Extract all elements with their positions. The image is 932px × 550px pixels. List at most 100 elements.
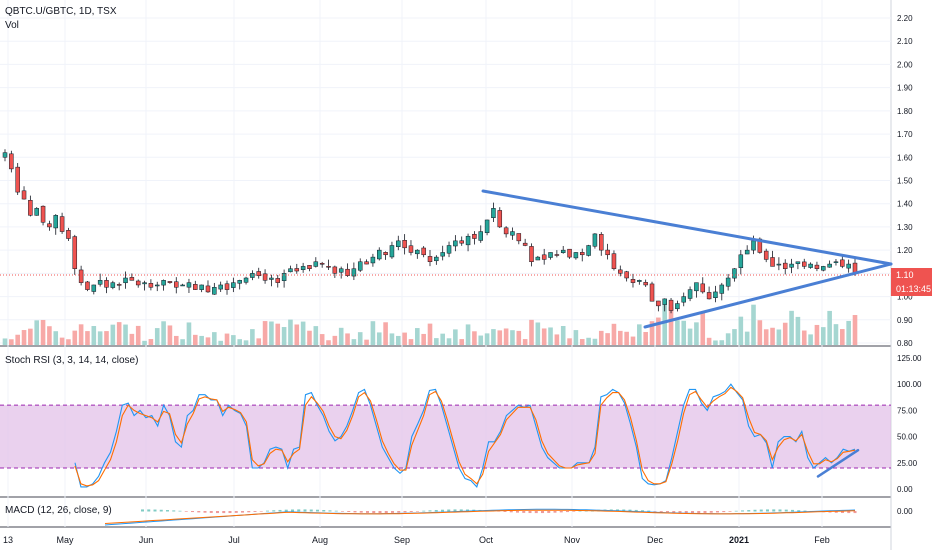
- candle-body: [840, 259, 845, 267]
- macd-label[interactable]: MACD (12, 26, close, 9): [5, 505, 112, 516]
- volume-bar: [706, 337, 712, 345]
- candle-body: [732, 268, 737, 279]
- stoch-rsi-pane[interactable]: [0, 383, 891, 488]
- candle-body: [586, 245, 591, 256]
- last-price-tag: 1.10: [891, 268, 932, 282]
- macd-histogram-bar: [753, 509, 757, 512]
- macd-pane[interactable]: [104, 508, 857, 526]
- volume-bar: [675, 320, 680, 345]
- macd-histogram-bar: [422, 510, 426, 512]
- price-axis-tick-label: 1.80: [897, 107, 913, 116]
- macd-histogram-bar: [703, 511, 707, 513]
- stoch-rsi-label[interactable]: Stoch RSI (3, 3, 14, 14, close): [5, 355, 139, 366]
- stoch-rsi-axis[interactable]: 125.00 100.00 75.00 50.00 25.00 0.00: [897, 354, 922, 494]
- price-axis-tick-label: 1.90: [897, 84, 913, 93]
- volume-bar: [294, 324, 300, 345]
- candle-body: [154, 284, 160, 287]
- volume-bar: [434, 338, 439, 345]
- candlestick-series[interactable]: [2, 149, 858, 314]
- macd-histogram-bar: [309, 509, 313, 512]
- candle-body: [744, 249, 750, 255]
- macd-histogram-bar: [628, 509, 632, 512]
- stoch-rsi-axis-tick-label: 50.00: [897, 433, 918, 442]
- macd-histogram-bar: [784, 509, 788, 512]
- candle-body: [91, 284, 97, 292]
- volume-bar: [408, 339, 414, 345]
- macd-histogram-bar: [222, 511, 226, 514]
- candle-body: [713, 291, 718, 298]
- volume-bar: [770, 327, 775, 345]
- price-axis-tick-label: 2.00: [897, 60, 913, 69]
- candle-body: [364, 261, 369, 265]
- time-axis[interactable]: 13 May Jun Jul Aug Sep Oct Nov Dec 2021 Feb: [3, 535, 830, 545]
- time-axis-tick-label: Feb: [814, 535, 830, 545]
- volume-bar: [763, 329, 769, 345]
- volume-bars: [2, 304, 858, 345]
- macd-histogram-bar: [541, 511, 544, 514]
- volume-bar: [66, 339, 71, 345]
- candle-body: [142, 282, 147, 285]
- macd-histogram-bar: [759, 509, 763, 512]
- volume-bar: [231, 335, 236, 345]
- time-axis-tick-label: May: [56, 535, 74, 545]
- candle-body: [85, 281, 90, 290]
- candle-body: [440, 252, 445, 257]
- candle-body: [763, 250, 769, 260]
- macd-histogram-bar: [347, 511, 351, 513]
- macd-histogram-bar: [434, 509, 438, 512]
- bar-countdown-tag: 01:13:45: [891, 282, 932, 296]
- candle-body: [497, 210, 503, 228]
- candle-body: [808, 263, 813, 268]
- volume-bar: [681, 320, 687, 345]
- volume-bar: [256, 338, 262, 345]
- volume-bar: [148, 339, 154, 345]
- volume-bar: [307, 330, 312, 345]
- volume-bar: [34, 320, 40, 345]
- macd-histogram-bar: [534, 511, 538, 514]
- price-axis[interactable]: 2.20 2.10 2.00 1.90 1.80 1.70 1.60 1.50 1.40 1.30…: [897, 14, 913, 348]
- volume-bar: [738, 316, 744, 345]
- candle-body: [415, 249, 420, 255]
- time-axis-tick-label: Aug: [312, 535, 328, 545]
- volume-bar: [338, 327, 344, 345]
- candle-body: [262, 273, 268, 281]
- candle-body: [231, 282, 236, 288]
- volume-bar: [142, 340, 147, 345]
- volume-bar: [351, 339, 357, 345]
- volume-bar: [732, 329, 737, 345]
- volume-bar: [846, 320, 851, 345]
- candle-body: [624, 271, 629, 279]
- macd-histogram-bar: [566, 511, 569, 513]
- symbol-title[interactable]: QBTC.U/GBTC, 1D, TSX: [5, 6, 117, 17]
- volume-bar: [592, 338, 598, 345]
- volume-bar: [389, 333, 395, 345]
- volume-label[interactable]: Vol: [5, 20, 19, 31]
- candle-body: [332, 266, 338, 274]
- volume-bar: [522, 339, 528, 345]
- macd-histogram-bar: [853, 511, 857, 514]
- macd-histogram-bar: [622, 509, 626, 512]
- candle-body: [529, 246, 534, 262]
- volume-bar: [104, 331, 109, 345]
- candle-body: [427, 256, 433, 262]
- volume-bar: [725, 333, 731, 345]
- candle-body: [643, 282, 648, 286]
- candle-body: [833, 261, 839, 263]
- price-axis-tick-label: 1.40: [897, 200, 913, 209]
- candle-body: [396, 240, 401, 247]
- volume-bar: [535, 322, 541, 345]
- macd-axis[interactable]: 0.00: [897, 507, 913, 516]
- volume-bar: [840, 329, 845, 345]
- macd-histogram-bar: [678, 511, 682, 513]
- volume-bar: [123, 324, 128, 345]
- stoch-rsi-axis-tick-label: 25.00: [897, 459, 918, 468]
- trendlines[interactable]: [481, 189, 893, 329]
- volume-bar: [275, 323, 281, 345]
- price-axis-tick-label: 1.30: [897, 223, 913, 232]
- candle-body: [662, 298, 667, 305]
- candle-body: [649, 283, 655, 302]
- macd-histogram-bar: [659, 511, 663, 512]
- candle-body: [491, 208, 496, 218]
- macd-histogram-bar: [528, 511, 532, 514]
